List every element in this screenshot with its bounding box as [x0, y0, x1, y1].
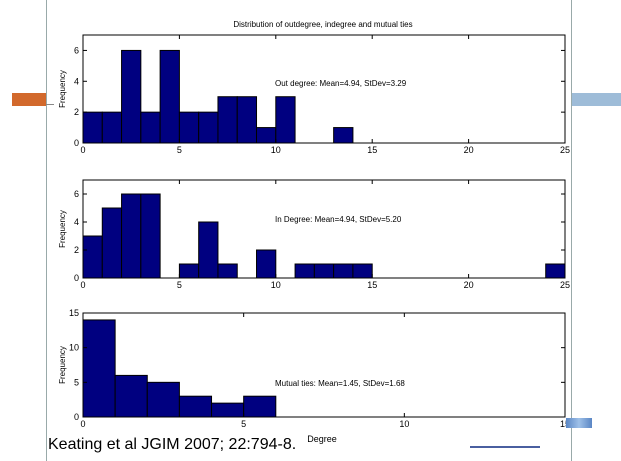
y-tick-label: 5 — [74, 377, 79, 387]
x-tick-label: 10 — [399, 419, 409, 429]
x-axis-label: Degree — [307, 434, 337, 444]
y-tick-label: 15 — [69, 308, 79, 318]
y-tick-label: 4 — [74, 217, 79, 227]
y-tick-label: 10 — [69, 343, 79, 353]
x-tick-label: 15 — [367, 145, 377, 155]
stats-annotation: Mutual ties: Mean=1.45, StDev=1.68 — [275, 379, 405, 388]
histogram-bar — [217, 96, 238, 144]
x-tick-label: 0 — [80, 280, 85, 290]
x-tick-label: 5 — [241, 419, 246, 429]
y-tick-label: 2 — [74, 245, 79, 255]
histogram-bar — [121, 193, 142, 279]
x-tick-label: 5 — [177, 145, 182, 155]
histogram-bar — [217, 263, 238, 279]
histogram-bar — [101, 111, 123, 144]
x-tick-label: 15 — [367, 280, 377, 290]
footer-rule — [470, 446, 540, 448]
histogram-bar — [178, 395, 213, 418]
histogram-bar — [352, 263, 373, 279]
figure-title: Distribution of outdegree, indegree and … — [233, 20, 412, 29]
histogram-bar — [294, 263, 315, 279]
histogram-bar — [140, 193, 161, 279]
histogram-bar — [198, 221, 219, 279]
histogram-bar — [101, 207, 123, 279]
citation-text: Keating et al JGIM 2007; 22:794-8. — [48, 436, 297, 453]
y-axis-label: Frequency — [58, 70, 67, 108]
y-tick-label: 0 — [74, 138, 79, 148]
x-tick-label: 0 — [80, 145, 85, 155]
histogram-panel-3: 0 5 10 15 0 5 10 15 Frequency Mutual ties: Mean=1… — [58, 308, 570, 444]
histogram-bar — [178, 263, 200, 279]
stats-annotation: Out degree: Mean=4.94, StDev=3.29 — [275, 79, 407, 88]
x-tick-label: 15 — [560, 419, 570, 429]
x-tick-label: 5 — [177, 280, 182, 290]
histogram-bar — [236, 96, 258, 144]
histogram-bar — [333, 263, 354, 279]
y-axis-label: Frequency — [58, 346, 67, 384]
x-tick-label: 10 — [271, 145, 281, 155]
histogram-bar — [159, 49, 180, 144]
histogram-bar — [333, 127, 354, 144]
histogram-bar — [243, 395, 277, 418]
histogram-bar — [82, 235, 103, 279]
y-tick-label: 6 — [74, 189, 79, 199]
histogram-bar — [256, 249, 277, 279]
histogram-bar — [275, 96, 296, 144]
x-tick-label: 20 — [464, 280, 474, 290]
histogram-bar — [211, 402, 245, 418]
histogram-bar — [140, 111, 161, 144]
y-tick-label: 6 — [74, 45, 79, 55]
histogram-panel-1: 0 5 10 15 20 25 0 2 4 6 Frequency Out degree: Mean=… — [58, 34, 570, 155]
x-tick-label: 0 — [80, 419, 85, 429]
slide-frame — [46, 0, 572, 461]
publisher-logo-icon — [566, 418, 592, 428]
slide-accent-left — [12, 93, 46, 106]
histogram-bar — [146, 381, 180, 418]
plot-area — [82, 34, 566, 144]
x-tick-label: 20 — [464, 145, 474, 155]
y-tick-label: 0 — [74, 412, 79, 422]
x-tick-label: 10 — [271, 280, 281, 290]
histogram-bar — [256, 127, 277, 144]
slide-accent-right — [572, 93, 621, 106]
histogram-bar — [82, 111, 103, 144]
x-tick-label: 25 — [560, 280, 570, 290]
histogram-bar — [198, 111, 219, 144]
histogram-bar — [82, 319, 116, 418]
histogram-bar — [313, 263, 335, 279]
y-tick-label: 4 — [74, 76, 79, 86]
y-axis-label: Frequency — [58, 210, 67, 248]
x-tick-label: 25 — [560, 145, 570, 155]
slide-accent-line — [46, 104, 54, 105]
y-tick-label: 2 — [74, 107, 79, 117]
histogram-bar — [121, 49, 142, 144]
histogram-bar — [178, 111, 200, 144]
histogram-bar — [114, 374, 148, 418]
y-tick-label: 0 — [74, 273, 79, 283]
histogram-panel-2: 0 5 10 15 20 25 0 2 4 6 Frequency In Degree: Mean=4… — [58, 179, 570, 290]
stats-annotation: In Degree: Mean=4.94, StDev=5.20 — [275, 215, 402, 224]
histogram-bar — [545, 263, 566, 279]
